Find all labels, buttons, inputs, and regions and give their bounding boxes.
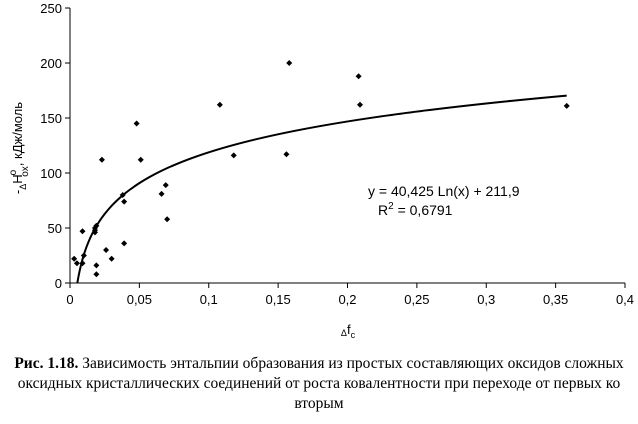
y-tick-label: 200 (40, 56, 62, 71)
data-point (216, 101, 223, 108)
data-point (158, 190, 165, 197)
data-point (230, 152, 237, 159)
tick-labels: 0 0,05 0,1 0,15 0,2 0,25 0,3 0,35 0,4 0 50 100 150 20… (40, 1, 634, 307)
data-point (563, 102, 570, 109)
data-point (93, 271, 100, 278)
y-axis-title-delta: Δ (18, 184, 28, 190)
x-tick-label: 0,25 (404, 292, 429, 307)
axes (65, 7, 626, 288)
data-point (356, 101, 363, 108)
x-tick-label: 0,4 (616, 292, 634, 307)
data-point (164, 216, 171, 223)
y-axis-title: -ΔHoox, кДж/моль (8, 102, 31, 194)
data-point (93, 262, 100, 269)
x-tick-label: 0,2 (338, 292, 356, 307)
caption-label: Рис. 1.18. (14, 355, 79, 372)
data-point (91, 229, 98, 236)
x-tick-label: 0,3 (477, 292, 495, 307)
data-point (162, 182, 169, 189)
data-point (98, 156, 105, 163)
y-tick-label: 250 (40, 1, 62, 16)
data-point (79, 260, 86, 267)
x-axis-title: Δfc (341, 322, 356, 340)
y-axis-title-units: , кДж/моль (10, 102, 25, 166)
x-tick-label: 0,05 (127, 292, 152, 307)
data-point (121, 198, 128, 205)
data-point (79, 228, 86, 235)
y-axis-title-superscript: o (8, 169, 19, 175)
x-axis-title-delta: Δ (341, 328, 347, 338)
data-point (355, 73, 362, 80)
data-point (137, 156, 144, 163)
data-point (71, 255, 78, 262)
data-point (103, 247, 110, 253)
x-tick-label: 0 (66, 292, 73, 307)
trendline-group (76, 94, 567, 284)
y-axis-title-subscript: ox (20, 166, 31, 177)
data-point (119, 192, 126, 198)
y-tick-label: 50 (48, 221, 62, 236)
x-axis-title-symbol: f (347, 322, 351, 337)
trendline-curve (76, 94, 567, 284)
r-squared-base: R (378, 202, 388, 218)
caption-text: Зависимость энтальпии образования из про… (17, 355, 624, 412)
x-tick-label: 0,15 (265, 292, 290, 307)
data-point (286, 60, 293, 66)
figure-caption: Рис. 1.18. Зависимость энтальпии образов… (0, 354, 638, 414)
x-tick-label: 0,35 (543, 292, 568, 307)
x-axis-title-subscript: c (351, 330, 356, 340)
r-squared-label: R2 = 0,6791 (378, 201, 453, 218)
data-point (73, 260, 80, 267)
data-point (80, 252, 87, 259)
y-tick-label: 100 (40, 166, 62, 181)
y-axis-title-symbol: H (10, 174, 25, 183)
data-point (93, 222, 100, 229)
trendline-equation: y = 40,425 Ln(x) + 211,9 (368, 183, 520, 199)
data-point (283, 151, 290, 158)
r-squared-exponent: 2 (388, 201, 394, 212)
data-point (133, 120, 140, 127)
y-axis-title-prefix: - (10, 190, 25, 194)
r-squared-value: = 0,6791 (394, 202, 453, 218)
scatter-points (71, 60, 570, 278)
x-tick-label: 0,1 (200, 292, 218, 307)
y-tick-label: 0 (55, 276, 62, 291)
data-point (108, 255, 115, 262)
data-point (121, 240, 128, 247)
y-tick-label: 150 (40, 111, 62, 126)
